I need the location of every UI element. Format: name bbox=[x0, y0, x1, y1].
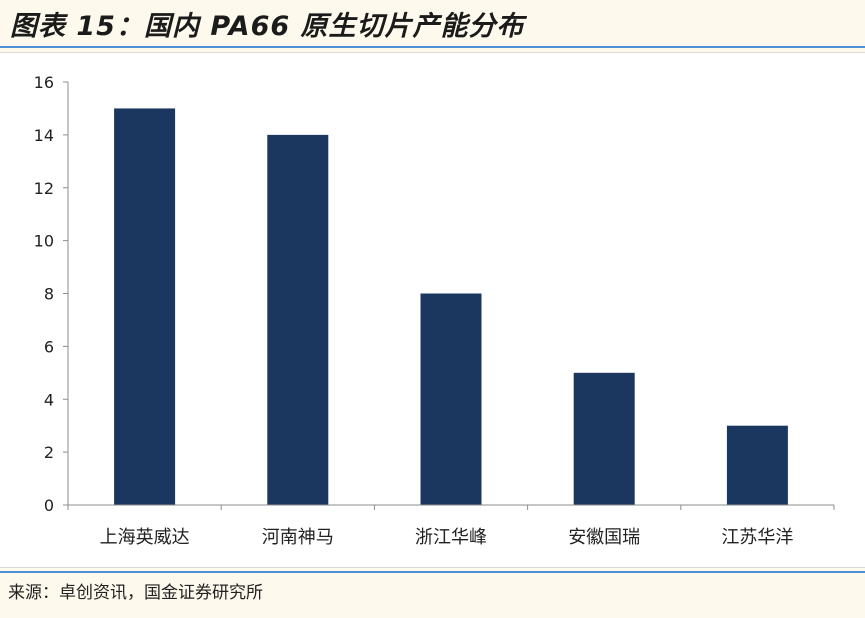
y-tick-label: 14 bbox=[34, 126, 54, 145]
bar bbox=[573, 372, 635, 505]
source-rule bbox=[0, 571, 865, 573]
y-tick-label: 12 bbox=[34, 179, 54, 198]
bar bbox=[267, 134, 329, 505]
x-tick-label: 上海英威达 bbox=[100, 527, 190, 548]
chart-area: 0 2 4 6 8 10 12 14 16 上海英威达 河南神马 浙江华峰 安徽国瑞 江苏华洋 bbox=[0, 52, 865, 568]
x-tick-label: 浙江华峰 bbox=[415, 527, 487, 548]
x-tick-label: 安徽国瑞 bbox=[568, 527, 640, 548]
y-tick-label: 8 bbox=[44, 285, 54, 304]
bar bbox=[726, 425, 788, 505]
x-tick-label: 江苏华洋 bbox=[721, 527, 793, 548]
x-tick-label: 河南神马 bbox=[262, 527, 334, 548]
y-tick-label: 10 bbox=[34, 232, 54, 251]
bar-chart: 0 2 4 6 8 10 12 14 16 上海英威达 河南神马 浙江华峰 安徽国瑞 江苏华洋 bbox=[34, 73, 835, 548]
y-tick-label: 6 bbox=[44, 337, 54, 356]
y-tick-label: 16 bbox=[34, 73, 54, 92]
y-tick-label: 0 bbox=[44, 496, 54, 515]
y-tick-label: 4 bbox=[44, 390, 54, 409]
bar bbox=[420, 293, 482, 505]
y-tick-label: 2 bbox=[44, 443, 54, 462]
figure-title: 图表 15：国内 PA66 原生切片产能分布 bbox=[10, 11, 525, 42]
bar bbox=[114, 108, 176, 505]
title-rule bbox=[0, 46, 865, 48]
source-note: 来源：卓创资讯，国金证券研究所 bbox=[8, 583, 263, 603]
